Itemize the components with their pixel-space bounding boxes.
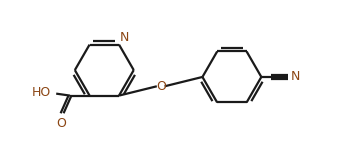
Text: O: O <box>156 80 166 93</box>
Text: HO: HO <box>32 86 51 99</box>
Text: N: N <box>120 31 129 44</box>
Text: O: O <box>56 117 66 130</box>
Text: N: N <box>291 70 300 83</box>
